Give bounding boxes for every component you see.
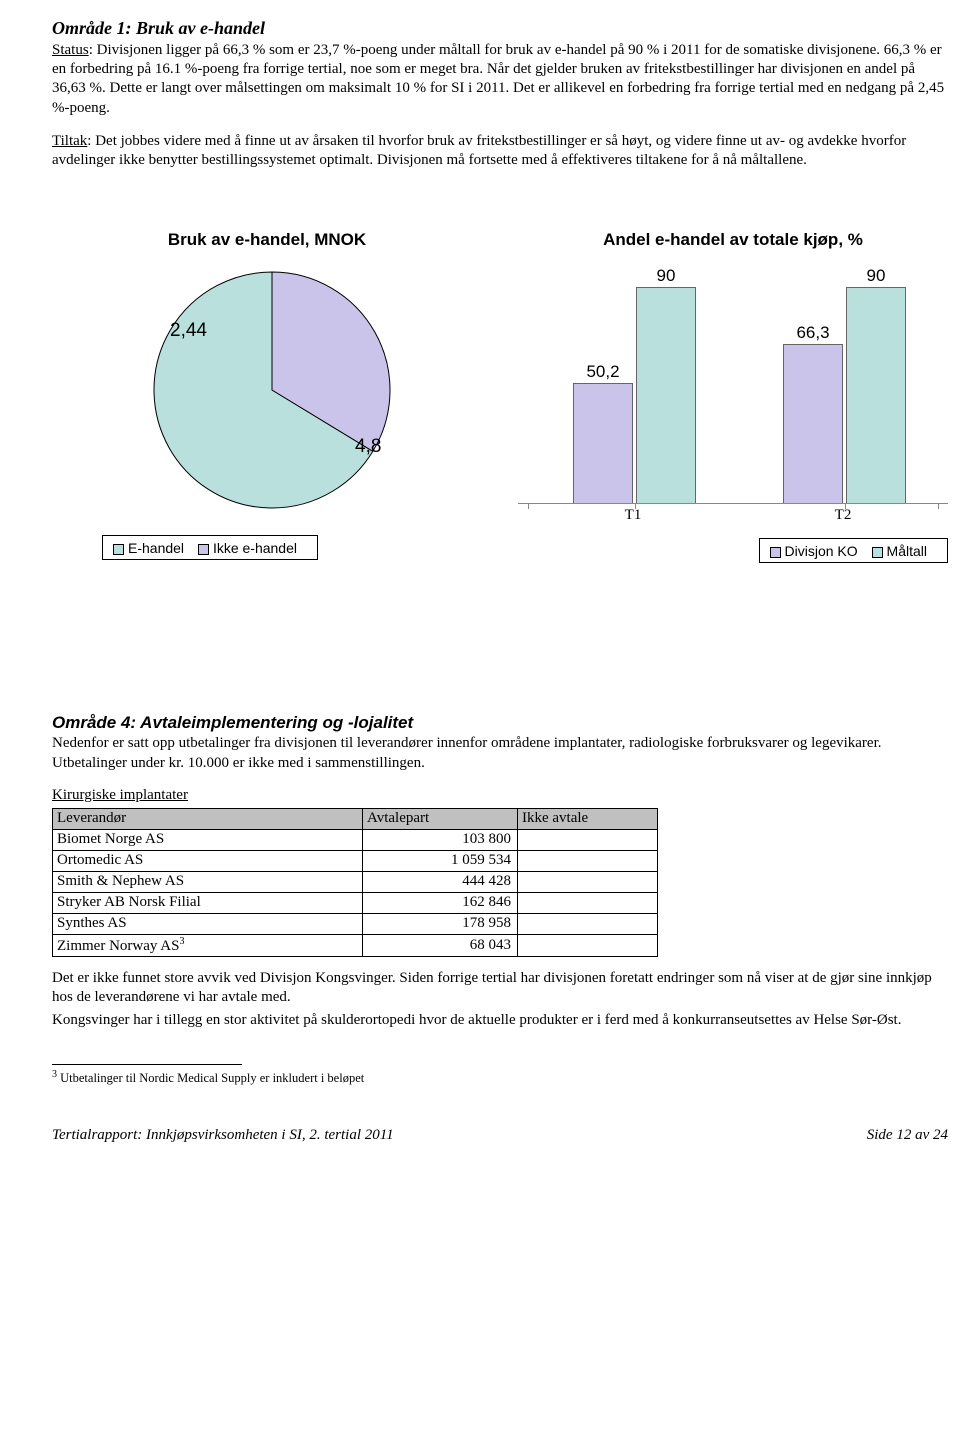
footnote-text: Utbetalinger til Nordic Medical Supply e…: [57, 1072, 364, 1086]
pie-legend-label-1: E-handel: [128, 540, 184, 556]
th-leverandor: Leverandør: [53, 808, 363, 829]
bar-group-T1: 50,290T1: [573, 287, 696, 503]
pie-swatch-2: [198, 544, 209, 555]
section4-heading: Område 4: Avtaleimplementering og -lojal…: [52, 713, 948, 733]
charts-row: Bruk av e-handel, MNOK 2,44 4,8 E-handel …: [52, 230, 948, 563]
table-row: Stryker AB Norsk Filial162 846: [53, 892, 658, 913]
pie-legend: E-handel Ikke e-handel: [102, 535, 318, 560]
page-footer: Tertialrapport: Innkjøpsvirksomheten i S…: [52, 1127, 948, 1144]
pie-svg: 2,44 4,8: [112, 264, 422, 519]
table-row: Biomet Norge AS103 800: [53, 829, 658, 850]
bar-title: Andel e-handel av totale kjøp, %: [518, 230, 948, 250]
table-subtitle: Kirurgiske implantater: [52, 787, 948, 804]
bar-group-T2: 66,390T2: [783, 287, 906, 503]
tiltak-text: : Det jobbes videre med å finne ut av år…: [52, 133, 906, 168]
section4-after1: Det er ikke funnet store avvik ved Divis…: [52, 969, 948, 1007]
bar-chart-col: Andel e-handel av totale kjøp, % 50,290T…: [518, 230, 948, 563]
bar-legend: Divisjon KO Måltall: [759, 538, 949, 563]
svg-text:4,8: 4,8: [355, 436, 381, 457]
table-row: Zimmer Norway AS368 043: [53, 934, 658, 956]
bar-area: 50,290T1 66,390T2: [518, 264, 948, 504]
pie-wrap: 2,44 4,8: [52, 264, 482, 519]
bar-legend-item-a: Divisjon KO: [770, 543, 858, 559]
status-label: Status: [52, 42, 89, 58]
table-row: Synthes AS178 958: [53, 913, 658, 934]
table-row: Ortomedic AS1 059 534: [53, 850, 658, 871]
section1-p1: Status: Divisjonen ligger på 66,3 % som …: [52, 41, 948, 118]
section4-after2: Kongsvinger har i tillegg en stor aktivi…: [52, 1011, 948, 1030]
footnote: 3 Utbetalinger til Nordic Medical Supply…: [52, 1069, 948, 1086]
pie-legend-item-1: E-handel: [113, 540, 184, 556]
table-header-row: Leverandør Avtalepart Ikke avtale: [53, 808, 658, 829]
th-ikke-avtale: Ikke avtale: [518, 808, 658, 829]
pie-title: Bruk av e-handel, MNOK: [52, 230, 482, 250]
bar-legend-label-b: Måltall: [887, 543, 927, 559]
pie-legend-item-2: Ikke e-handel: [198, 540, 297, 556]
bar-legend-label-a: Divisjon KO: [785, 543, 858, 559]
th-avtalepart: Avtalepart: [363, 808, 518, 829]
section4-intro: Nedenfor er satt opp utbetalinger fra di…: [52, 734, 948, 772]
pie-legend-label-2: Ikke e-handel: [213, 540, 297, 556]
section1-p2: Tiltak: Det jobbes videre med å finne ut…: [52, 132, 948, 170]
bar-legend-item-b: Måltall: [872, 543, 927, 559]
section1-heading: Område 1: Bruk av e-handel: [52, 18, 948, 39]
bar-swatch-a: [770, 547, 781, 558]
tiltak-label: Tiltak: [52, 133, 87, 149]
status-text: : Divisjonen ligger på 66,3 % som er 23,…: [52, 42, 944, 116]
footnote-rule: [52, 1064, 242, 1065]
table-row: Smith & Nephew AS444 428: [53, 871, 658, 892]
implant-table: Leverandør Avtalepart Ikke avtale Biomet…: [52, 808, 658, 957]
footer-right: Side 12 av 24: [867, 1127, 948, 1144]
svg-text:2,44: 2,44: [170, 320, 207, 341]
pie-chart-col: Bruk av e-handel, MNOK 2,44 4,8 E-handel …: [52, 230, 482, 563]
footer-left: Tertialrapport: Innkjøpsvirksomheten i S…: [52, 1127, 394, 1144]
bar-swatch-b: [872, 547, 883, 558]
pie-swatch-1: [113, 544, 124, 555]
